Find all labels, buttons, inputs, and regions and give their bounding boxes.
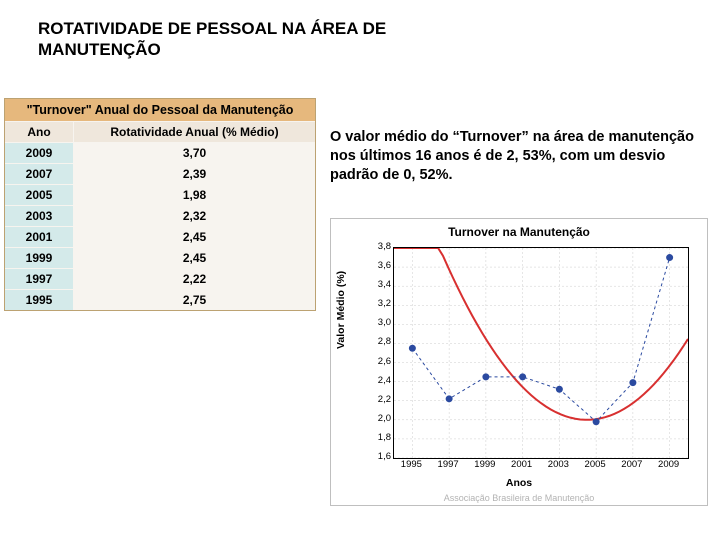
cell-value: 2,22 (74, 269, 315, 289)
xtick-label: 2007 (617, 459, 647, 470)
ytick-label: 2,6 (369, 356, 391, 367)
cell-value: 1,98 (74, 185, 315, 205)
ytick-label: 2,4 (369, 375, 391, 386)
ytick-label: 3,4 (369, 279, 391, 290)
xtick-label: 2003 (543, 459, 573, 470)
cell-year: 2003 (5, 206, 74, 226)
ytick-label: 2,0 (369, 413, 391, 424)
col-header-year: Ano (5, 122, 74, 142)
chart-footer: Associação Brasileira de Manutenção (331, 493, 707, 503)
table-row: 20051,98 (5, 185, 315, 206)
col-header-value: Rotatividade Anual (% Médio) (74, 122, 315, 142)
xtick-label: 2001 (507, 459, 537, 470)
table-row: 19952,75 (5, 290, 315, 310)
xtick-label: 1995 (396, 459, 426, 470)
cell-value: 2,32 (74, 206, 315, 226)
table-header-row: Ano Rotatividade Anual (% Médio) (5, 122, 315, 143)
chart-title: Turnover na Manutenção (331, 225, 707, 239)
cell-year: 2005 (5, 185, 74, 205)
table-row: 19992,45 (5, 248, 315, 269)
chart-ylabel: Valor Médio (%) (335, 271, 347, 349)
plot-area (393, 247, 689, 459)
xtick-label: 1999 (470, 459, 500, 470)
xtick-label: 2005 (580, 459, 610, 470)
turnover-chart: Turnover na Manutenção Valor Médio (%) A… (330, 218, 708, 506)
ytick-label: 3,2 (369, 298, 391, 309)
ytick-label: 2,8 (369, 336, 391, 347)
table-row: 19972,22 (5, 269, 315, 290)
cell-year: 1997 (5, 269, 74, 289)
ytick-label: 3,8 (369, 241, 391, 252)
table-row: 20032,32 (5, 206, 315, 227)
cell-value: 3,70 (74, 143, 315, 163)
xtick-label: 2009 (654, 459, 684, 470)
xtick-label: 1997 (433, 459, 463, 470)
table-row: 20093,70 (5, 143, 315, 164)
table-row: 20012,45 (5, 227, 315, 248)
cell-year: 1995 (5, 290, 74, 310)
ytick-label: 3,0 (369, 317, 391, 328)
ytick-label: 1,6 (369, 451, 391, 462)
table-title: "Turnover" Anual do Pessoal da Manutençã… (5, 99, 315, 122)
chart-xlabel: Anos (331, 477, 707, 489)
cell-value: 2,45 (74, 227, 315, 247)
cell-year: 1999 (5, 248, 74, 268)
cell-value: 2,39 (74, 164, 315, 184)
cell-year: 2007 (5, 164, 74, 184)
page-title: ROTATIVIDADE DE PESSOAL NA ÁREA DE MANUT… (38, 18, 438, 61)
ytick-label: 3,6 (369, 260, 391, 271)
cell-year: 2009 (5, 143, 74, 163)
table-row: 20072,39 (5, 164, 315, 185)
ytick-label: 2,2 (369, 394, 391, 405)
cell-year: 2001 (5, 227, 74, 247)
caption-text: O valor médio do “Turnover” na área de m… (330, 128, 710, 185)
ytick-label: 1,8 (369, 432, 391, 443)
turnover-table: "Turnover" Anual do Pessoal da Manutençã… (4, 98, 316, 311)
cell-value: 2,75 (74, 290, 315, 310)
cell-value: 2,45 (74, 248, 315, 268)
